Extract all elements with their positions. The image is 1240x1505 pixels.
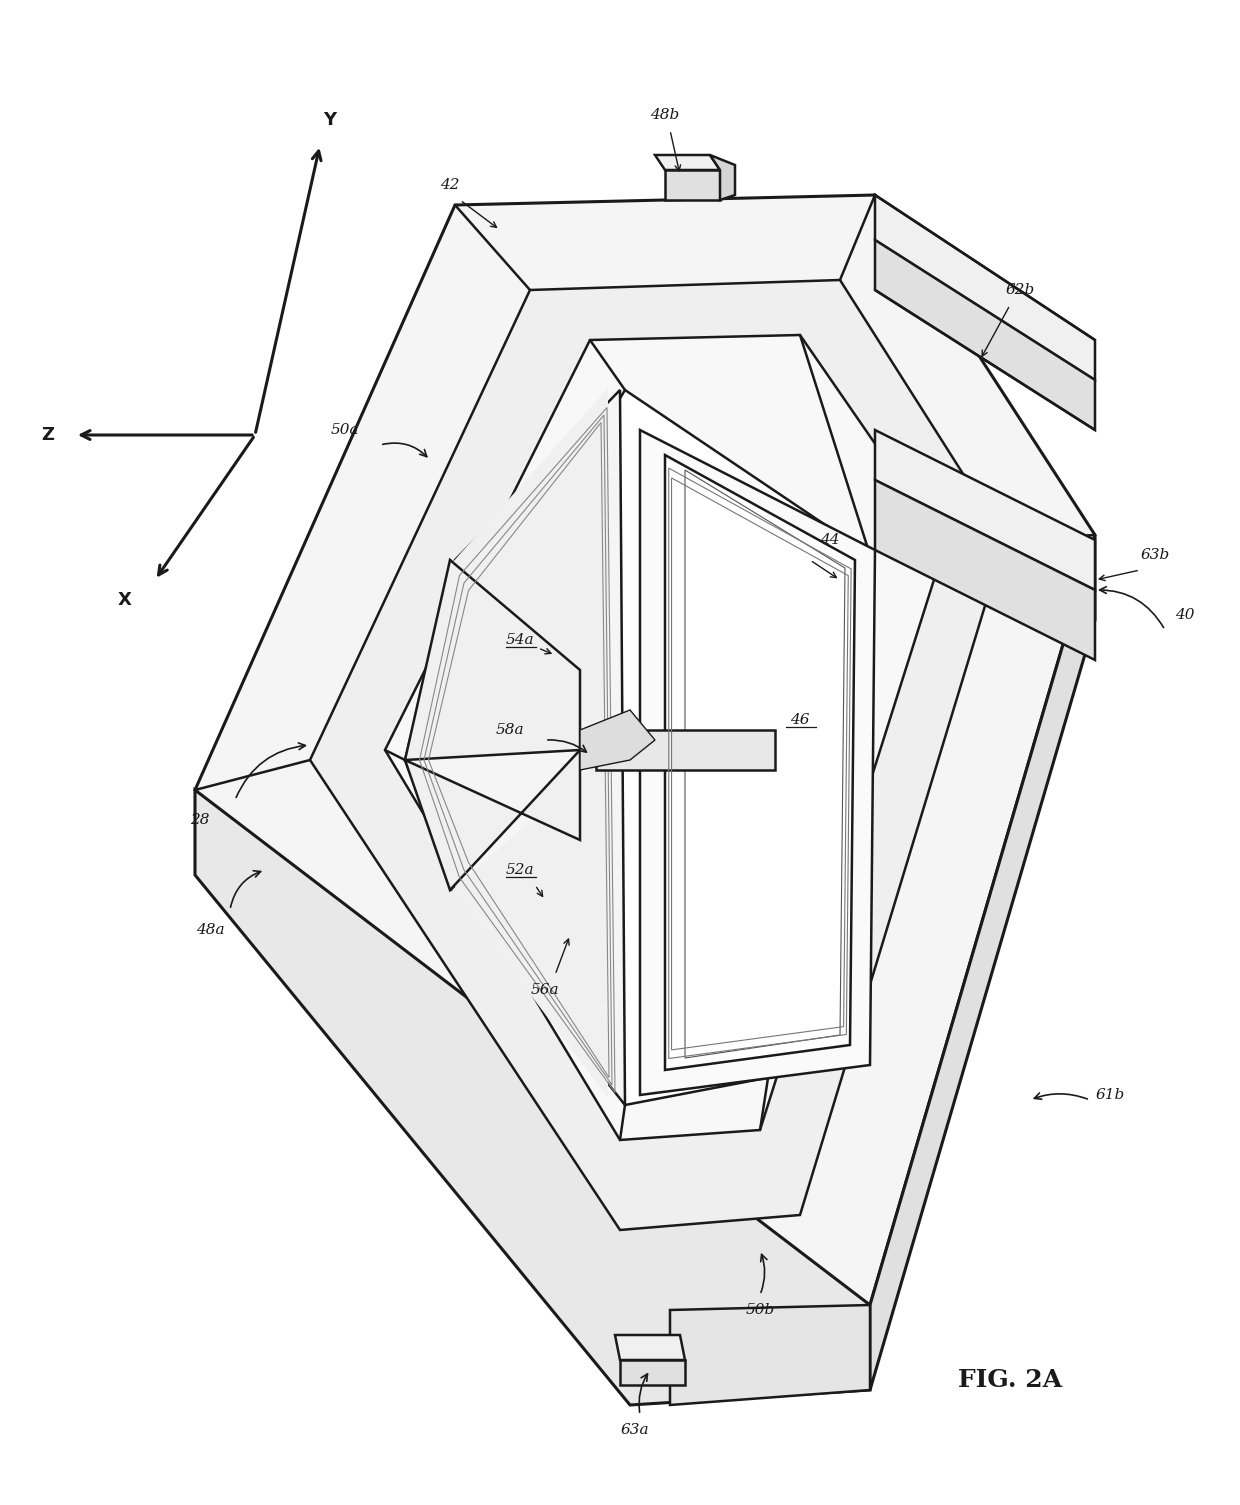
Polygon shape — [195, 790, 870, 1406]
Polygon shape — [405, 749, 580, 889]
Polygon shape — [670, 1305, 870, 1406]
Text: 62b: 62b — [1006, 283, 1034, 296]
Text: 52a: 52a — [506, 862, 534, 877]
Text: 44: 44 — [820, 533, 839, 546]
Polygon shape — [580, 710, 655, 771]
Polygon shape — [195, 196, 1095, 1320]
Text: 48a: 48a — [196, 923, 224, 938]
Text: 50a: 50a — [331, 423, 360, 436]
Text: 42: 42 — [440, 178, 460, 193]
Polygon shape — [405, 390, 625, 1105]
Polygon shape — [870, 534, 1095, 1391]
Polygon shape — [405, 390, 870, 1105]
Text: 63a: 63a — [621, 1424, 650, 1437]
Polygon shape — [665, 455, 856, 1070]
Polygon shape — [384, 336, 945, 1139]
Polygon shape — [453, 388, 608, 734]
Polygon shape — [655, 155, 720, 170]
Text: Z: Z — [42, 426, 55, 444]
Text: X: X — [118, 591, 131, 610]
Text: 40: 40 — [1176, 608, 1195, 622]
Polygon shape — [875, 430, 1095, 590]
Text: 58a: 58a — [496, 722, 525, 737]
Polygon shape — [875, 239, 1095, 430]
Polygon shape — [620, 1361, 684, 1385]
Text: 63b: 63b — [1141, 548, 1169, 561]
Text: 28: 28 — [190, 813, 210, 828]
Text: 46: 46 — [790, 713, 810, 727]
Text: 54a: 54a — [506, 634, 534, 647]
Polygon shape — [875, 196, 1095, 379]
Polygon shape — [711, 155, 735, 200]
Text: 56a: 56a — [531, 983, 559, 996]
Polygon shape — [590, 719, 650, 760]
Text: Y: Y — [324, 111, 336, 129]
Text: FIG. 2A: FIG. 2A — [959, 1368, 1063, 1392]
Polygon shape — [596, 730, 775, 771]
Polygon shape — [453, 765, 608, 1099]
Polygon shape — [875, 480, 1095, 661]
Polygon shape — [684, 470, 844, 1058]
Text: 50b: 50b — [745, 1303, 775, 1317]
Polygon shape — [405, 560, 580, 760]
Polygon shape — [310, 280, 1004, 1230]
Polygon shape — [615, 1335, 684, 1361]
Polygon shape — [640, 430, 875, 1096]
Text: 48b: 48b — [650, 108, 680, 122]
Text: 61b: 61b — [1095, 1088, 1125, 1102]
Polygon shape — [665, 170, 720, 200]
